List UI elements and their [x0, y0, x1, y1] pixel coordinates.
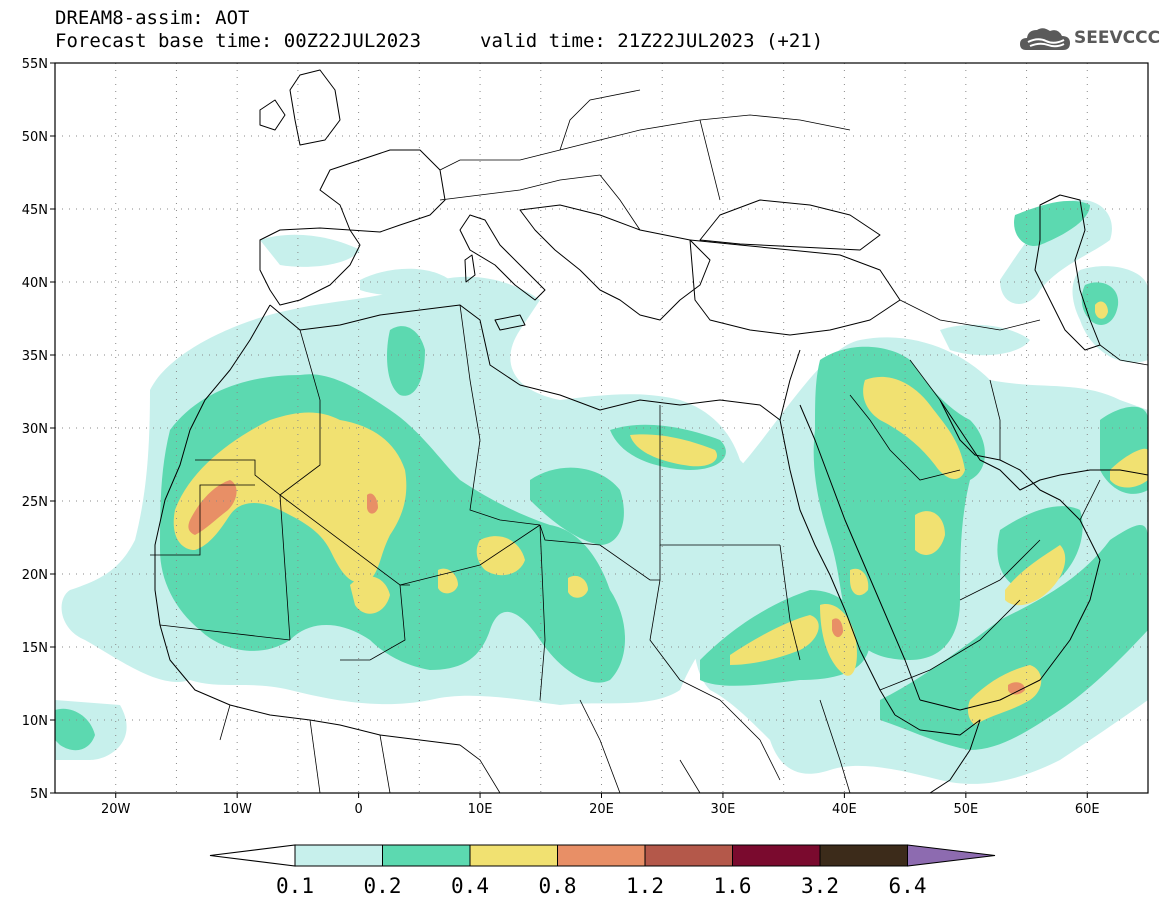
colorbar-label: 3.2: [801, 874, 839, 898]
lon-tick-label: 10E: [468, 802, 493, 817]
lon-tick-label: 20W: [101, 802, 131, 817]
colorbar: 0.1 0.2 0.4 0.8 1.2 1.6 3.2 6.4: [209, 844, 996, 898]
seevccc-logo: SEEVCCC: [1018, 22, 1161, 58]
valid-time: valid time: 21Z22JUL2023 (+21): [480, 30, 824, 52]
lon-tick-label: 30E: [711, 802, 736, 817]
aot-field-level-0-8: [188, 480, 1025, 695]
colorbar-segment: [819, 844, 908, 867]
latitude-axis: 5N 10N 15N 20N 25N 30N 35N 40N 45N 50N 55N: [22, 57, 55, 802]
colorbar-low-arrow: [209, 844, 296, 867]
aot-field-level-0-4: [173, 301, 1148, 725]
colorbar-segment: [469, 844, 558, 867]
longitude-axis: 20W 10W 0 10E 20E 30E 40E 50E 60E: [101, 793, 1100, 817]
colorbar-label: 0.4: [451, 874, 489, 898]
lat-tick-label: 35N: [22, 349, 48, 364]
colorbar-segment: [732, 844, 821, 867]
colorbar-high-arrow: [907, 844, 996, 867]
lat-tick-label: 55N: [22, 57, 48, 72]
colorbar-segment: [644, 844, 733, 867]
lat-tick-label: 10N: [22, 714, 48, 729]
colorbar-segment: [557, 844, 646, 867]
colorbar-segment: [294, 844, 383, 867]
colorbar-label: 1.6: [714, 874, 752, 898]
lon-tick-label: 0: [354, 802, 362, 817]
colorbar-label: 0.2: [364, 874, 402, 898]
colorbar-label: 1.2: [626, 874, 664, 898]
colorbar-segment: [382, 844, 471, 867]
lat-tick-label: 30N: [22, 422, 48, 437]
colorbar-label: 0.1: [276, 874, 314, 898]
colorbar-label: 6.4: [889, 874, 927, 898]
lat-tick-label: 5N: [30, 787, 48, 802]
lat-tick-label: 50N: [22, 130, 48, 145]
cloud-icon: [1020, 28, 1070, 50]
lon-tick-label: 20E: [589, 802, 614, 817]
lat-tick-label: 45N: [22, 203, 48, 218]
lon-tick-label: 10W: [222, 802, 252, 817]
forecast-base-time: Forecast base time: 00Z22JUL2023: [55, 30, 422, 52]
lat-tick-label: 20N: [22, 568, 48, 583]
map-title: DREAM8-assim: AOT: [55, 7, 250, 29]
graticule: [55, 63, 1148, 793]
country-borders: [150, 89, 1148, 793]
lat-tick-label: 25N: [22, 495, 48, 510]
lat-tick-label: 15N: [22, 641, 48, 656]
colorbar-label: 0.8: [539, 874, 577, 898]
logo-text: SEEVCCC: [1074, 28, 1161, 48]
lon-tick-label: 40E: [832, 802, 857, 817]
lon-tick-label: 60E: [1075, 802, 1100, 817]
lat-tick-label: 40N: [22, 276, 48, 291]
lon-tick-label: 50E: [953, 802, 978, 817]
